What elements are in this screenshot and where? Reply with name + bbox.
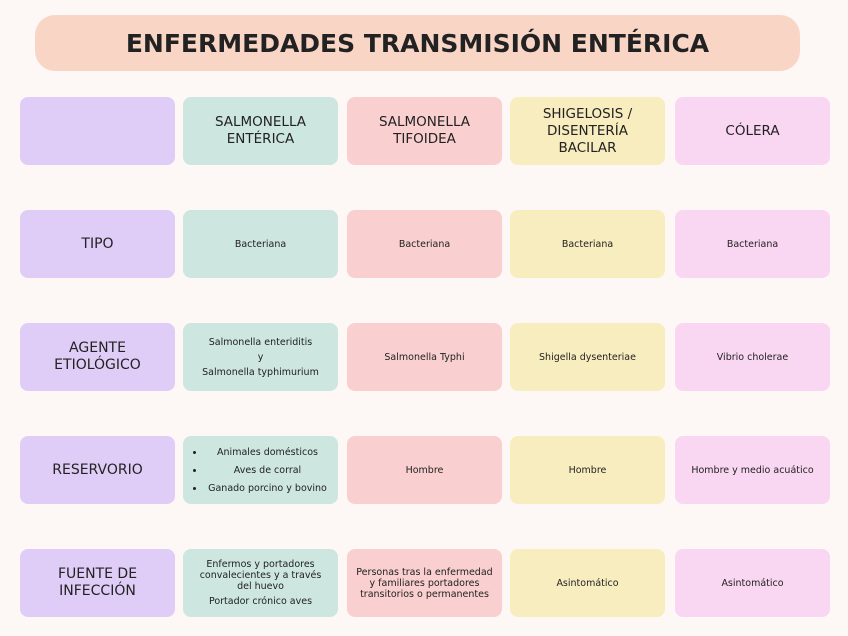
cell: Enfermos y portadores convalecientes y a…: [183, 549, 338, 617]
row-label: FUENTE DE INFECCIÓN: [20, 549, 175, 617]
bullet-item: Animales domésticos: [205, 447, 330, 458]
cell-text: Vibrio cholerae: [716, 351, 789, 363]
cell: Salmonella Typhi: [347, 323, 502, 391]
cell-text: y: [257, 351, 264, 363]
cell: Shigella dysenteriae: [510, 323, 665, 391]
cell-text: Portador crónico aves: [208, 596, 313, 607]
cell-text: Personas tras la enfermedad y familiares…: [356, 566, 493, 600]
cell: Hombre: [510, 436, 665, 504]
cell: Bacteriana: [510, 210, 665, 278]
bullet-list: Animales domésticos Aves de corral Ganado …: [191, 440, 330, 501]
cell-text: Asintomático: [721, 577, 784, 589]
cell-text: Salmonella typhimurium: [202, 366, 319, 378]
cell-text: Salmonella Typhi: [384, 351, 465, 363]
cell: Vibrio cholerae: [675, 323, 830, 391]
cell-text: Bacteriana: [398, 238, 451, 250]
cell: Asintomático: [510, 549, 665, 617]
column-header: SALMONELLA TIFOIDEA: [347, 97, 502, 165]
column-header: SHIGELOSIS / DISENTERÍA BACILAR: [510, 97, 665, 165]
cell: Hombre y medio acuático: [675, 436, 830, 504]
bullet-item: Ganado porcino y bovino: [205, 483, 330, 494]
cell: Hombre: [347, 436, 502, 504]
cell-text: Bacteriana: [561, 238, 614, 250]
corner-cell: [20, 97, 175, 165]
cell-text: Enfermos y portadores convalecientes y a…: [199, 559, 322, 592]
column-header: CÓLERA: [675, 97, 830, 165]
cell: Bacteriana: [183, 210, 338, 278]
cell: Animales domésticos Aves de corral Ganado …: [183, 436, 338, 504]
cell-text: Hombre: [568, 464, 607, 476]
cell: Bacteriana: [347, 210, 502, 278]
cell-text: Salmonella enteriditis: [208, 336, 313, 348]
row-label: TIPO: [20, 210, 175, 278]
cell-text: Hombre y medio acuático: [691, 464, 814, 476]
cell-text: Bacteriana: [234, 238, 287, 250]
cell-text: Bacteriana: [726, 238, 779, 250]
cell: Personas tras la enfermedad y familiares…: [347, 549, 502, 617]
cell: Bacteriana: [675, 210, 830, 278]
row-label: AGENTE ETIOLÓGICO: [20, 323, 175, 391]
cell-text: Asintomático: [556, 577, 619, 589]
title: ENFERMEDADES TRANSMISIÓN ENTÉRICA: [35, 15, 800, 71]
cell: Salmonella enteriditis y Salmonella typhim…: [183, 323, 338, 391]
row-label: RESERVORIO: [20, 436, 175, 504]
cell-text: Hombre: [405, 464, 444, 476]
cell: Asintomático: [675, 549, 830, 617]
column-header: SALMONELLA ENTÉRICA: [183, 97, 338, 165]
cell-text: Shigella dysenteriae: [539, 351, 636, 363]
bullet-item: Aves de corral: [205, 465, 330, 476]
